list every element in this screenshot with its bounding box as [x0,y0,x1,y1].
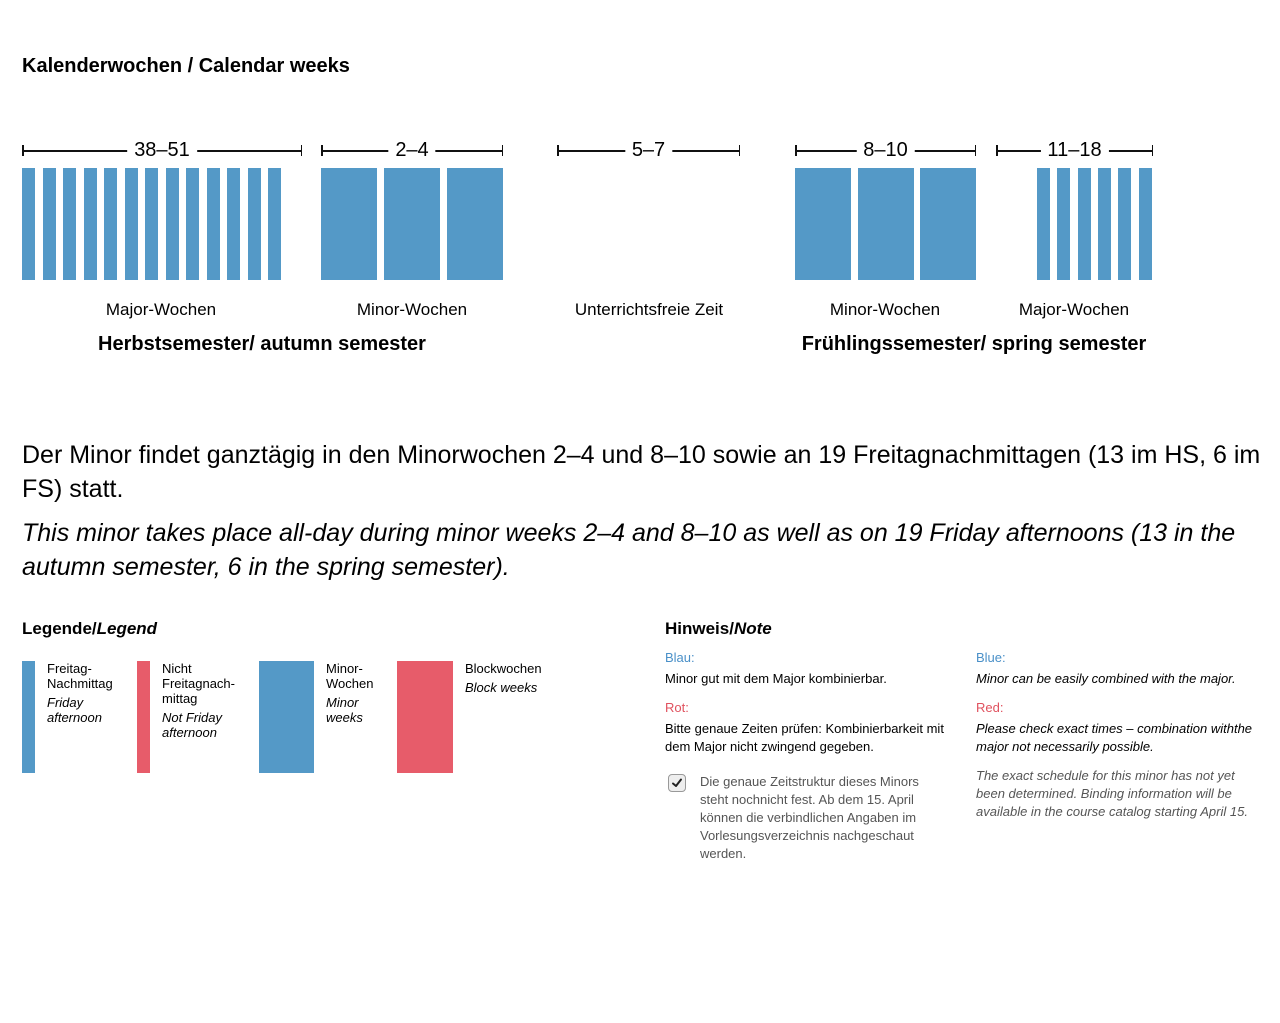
week-bar [83,168,97,280]
legend-item-minor-weeks: Minor-Wochen Minor weeks [326,661,386,725]
note-title: Hinweis/Note [665,619,772,639]
note-title-de: Hinweis/ [665,619,734,638]
week-label-break: Unterrichtsfreie Zeit [574,300,724,319]
semester-label-spring: Frühlingssemester/ spring semester [801,333,1147,355]
note-blue-text-en: Minor can be easily combined with the ma… [976,671,1236,686]
semester-label-autumn: Herbstsemester/ autumn semester [98,333,426,355]
range-tick [795,145,797,156]
range-label: 38–51 [127,139,197,161]
checkmark-icon [672,778,682,787]
week-bar [227,168,240,280]
week-bar [42,168,56,280]
legend-title: Legende/Legend [22,619,157,639]
legend-label-de: Minor-Wochen [326,661,374,691]
range-tick [501,145,503,156]
range-label: 5–7 [624,139,673,161]
range-11-18: 11–18 [996,139,1153,161]
range-label: 2–4 [388,139,436,161]
week-bar [1097,168,1111,280]
legend-item-not-friday-afternoon: Nicht Freitagnach-mittag Not Friday afte… [162,661,242,740]
note-red-label-de: Rot: [665,700,689,715]
range-tick [996,145,998,156]
legend-item-friday-afternoon: Freitag-Nachmittag Friday afternoon [47,661,127,725]
legend-label-en: Block weeks [465,680,538,695]
week-bar [447,168,503,280]
legend-title-de: Legende/ [22,619,97,638]
legend-label-en: Minor weeks [326,695,363,725]
week-bar [186,168,199,280]
week-bar [321,168,377,280]
range-tick [974,145,976,156]
description-german: Der Minor findet ganztägig in den Minorw… [22,441,1261,503]
page-title: Kalenderwochen / Calendar weeks [22,55,350,77]
week-bar [268,168,281,280]
week-bar [795,168,851,280]
note-red-text-en: Please check exact times – combination w… [976,721,1253,754]
week-bar [22,168,35,280]
description-english: This minor takes place all-day during mi… [22,519,1236,581]
week-label-major-autumn: Major-Wochen [105,300,217,319]
legend-swatch-not-friday-afternoon [137,661,150,773]
legend-swatch-block-weeks [397,661,453,773]
legend-label-de: Blockwochen [465,661,542,676]
week-bar [165,168,179,280]
week-label-minor-spring: Minor-Wochen [829,300,941,319]
range-tick [557,145,559,156]
legend-title-en: Legend [96,619,158,638]
legend-label-en: Friday afternoon [47,695,102,725]
legend-label-en: Not Friday afternoon [162,710,222,740]
week-bar [384,168,440,280]
legend-swatch-minor-weeks [259,661,314,773]
week-bar [206,168,220,280]
week-label-minor-autumn: Minor-Wochen [356,300,468,319]
legend-item-block-weeks: Blockwochen Block weeks [465,661,565,695]
schedule-note-de: Die genaue Zeitstruktur dieses Minors st… [700,774,919,861]
note-red-text-de: Bitte genaue Zeiten prüfen: Kombinierbar… [665,721,944,754]
schedule-note-en: The exact schedule for this minor has no… [976,768,1248,819]
legend-label-de: Nicht Freitagnach-mittag [162,661,235,706]
range-tick [22,145,24,156]
note-red-label-en: Red: [976,700,1004,715]
schedule-checkbox[interactable] [668,774,686,792]
note-blue-label-en: Blue: [976,650,1006,665]
week-bar [63,168,76,280]
note-blue-text-de: Minor gut mit dem Major kombinierbar. [665,671,887,686]
week-bar [104,168,117,280]
week-bar [1037,168,1050,280]
week-bar [920,168,976,280]
range-38-51: 38–51 [22,139,302,161]
note-blue-label-de: Blau: [665,650,695,665]
legend-swatch-friday-afternoon [22,661,35,773]
note-title-en: Note [733,619,772,638]
week-bar [1118,168,1132,280]
range-5-7: 5–7 [557,139,740,161]
range-tick [300,145,302,156]
range-2-4: 2–4 [321,139,503,161]
range-tick [1151,145,1153,156]
week-bar [1057,168,1071,280]
range-label: 11–18 [1040,139,1109,161]
range-label: 8–10 [856,139,915,161]
week-bar [1077,168,1091,280]
range-8-10: 8–10 [795,139,976,161]
legend-label-de: Freitag-Nachmittag [47,661,113,691]
week-bar [247,168,261,280]
week-label-major-spring: Major-Wochen [1018,300,1130,319]
week-bar [1138,168,1152,280]
range-tick [738,145,740,156]
week-bar [857,168,914,280]
week-bar [145,168,158,280]
week-bar [124,168,138,280]
range-tick [321,145,323,156]
